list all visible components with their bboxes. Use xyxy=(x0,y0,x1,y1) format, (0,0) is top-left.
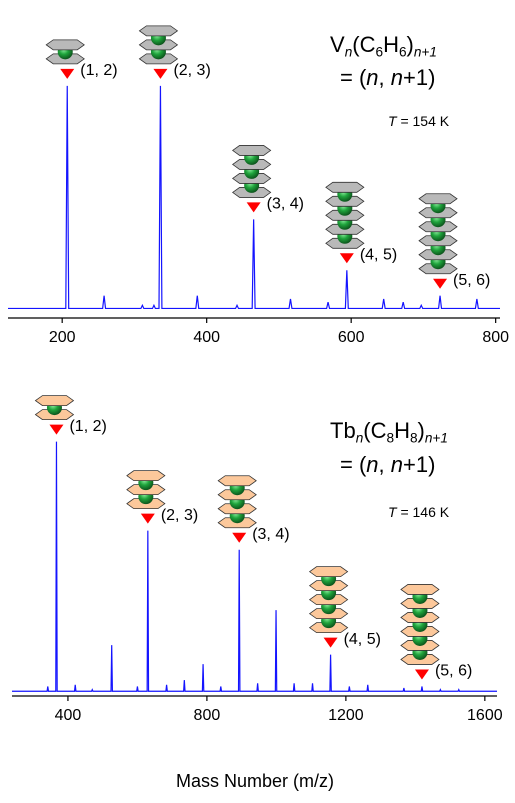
peak-marker xyxy=(60,68,75,79)
formula-part: H xyxy=(383,32,399,57)
x-tick-label: 200 xyxy=(49,329,76,346)
formula-part: n+1 xyxy=(414,44,437,59)
formula: = (n, n+1) xyxy=(340,65,435,90)
formula-part: 6 xyxy=(399,44,407,59)
formula-part: = ( xyxy=(340,65,367,90)
formula-part: n xyxy=(366,452,378,477)
cluster-icon xyxy=(45,39,85,65)
ligand-plate xyxy=(418,193,458,205)
formula: T = 154 K xyxy=(388,113,450,129)
cluster-icon xyxy=(231,145,272,198)
peak-marker xyxy=(153,68,168,79)
cluster-icon xyxy=(138,25,179,65)
formula-part: 8 xyxy=(410,430,418,445)
x-tick-label: 400 xyxy=(55,707,82,724)
formula-part: 6 xyxy=(375,44,383,59)
cluster-icon xyxy=(126,470,166,510)
x-tick-label: 600 xyxy=(338,329,365,346)
x-tick-label: 1200 xyxy=(328,707,364,724)
spectrum-line xyxy=(12,441,497,692)
peak-marker xyxy=(140,513,155,524)
peak-label: (5, 6) xyxy=(453,272,490,289)
formula-part: T xyxy=(388,113,398,129)
ligand-plate xyxy=(400,584,440,595)
peak-marker xyxy=(414,669,429,680)
formula-part: T xyxy=(388,504,398,520)
formula-part: Tb xyxy=(330,418,356,443)
formula: = (n, n+1) xyxy=(340,452,435,477)
formula-part: n xyxy=(356,430,364,445)
peak-label: (3, 4) xyxy=(252,526,289,543)
formula-part: n+1 xyxy=(425,430,448,445)
ligand-plate xyxy=(308,566,349,578)
ligand-plate xyxy=(217,475,257,487)
x-tick-label: 800 xyxy=(194,707,221,724)
peak-marker xyxy=(49,424,64,435)
formula: Vn(C6H6)n+1 xyxy=(330,32,437,59)
ligand-plate xyxy=(325,181,365,193)
cluster-icon xyxy=(325,181,365,249)
peak-marker xyxy=(433,278,448,289)
x-tick-label: 1600 xyxy=(467,707,503,724)
formula-part: = ( xyxy=(340,452,367,477)
formula-part: (C xyxy=(363,418,386,443)
formula: Tbn(C8H8)n+1 xyxy=(330,418,448,445)
formula-part: = 146 K xyxy=(397,504,450,520)
formula-part: ) xyxy=(418,418,425,443)
formula-part: V xyxy=(330,32,345,57)
peak-marker xyxy=(246,202,261,213)
ligand-plate xyxy=(45,39,85,51)
peak-marker xyxy=(323,637,338,648)
peak-label: (2, 3) xyxy=(161,507,198,524)
peak-label: (5, 6) xyxy=(435,663,472,680)
formula-part: n xyxy=(345,44,353,59)
cluster-icon xyxy=(217,475,257,529)
formula-part: +1) xyxy=(403,65,435,90)
peak-marker xyxy=(339,253,354,264)
formula-part: n xyxy=(391,452,403,477)
cluster-icon xyxy=(400,584,440,665)
x-tick-label: 800 xyxy=(482,329,509,346)
ligand-plate xyxy=(126,470,166,482)
peak-label: (1, 2) xyxy=(69,418,106,435)
formula-part: , xyxy=(379,452,391,477)
x-tick-label: 400 xyxy=(193,329,220,346)
formula-part: (C xyxy=(352,32,375,57)
formula-part: ) xyxy=(407,32,414,57)
formula-part: = 154 K xyxy=(397,113,450,129)
peak-marker xyxy=(232,532,247,543)
spectrum-line xyxy=(8,85,500,310)
formula-part: H xyxy=(394,418,410,443)
peak-label: (4, 5) xyxy=(344,631,381,648)
ligand-plate xyxy=(231,145,272,156)
ligand-plate xyxy=(138,25,179,37)
formula: T = 146 K xyxy=(388,504,450,520)
formula-part: n xyxy=(366,65,378,90)
formula-part: 8 xyxy=(386,430,394,445)
formula-part: +1) xyxy=(403,452,435,477)
cluster-icon xyxy=(418,193,458,275)
peak-label: (4, 5) xyxy=(360,247,397,264)
cluster-icon xyxy=(308,566,349,634)
ligand-plate xyxy=(34,395,75,407)
cluster-icon xyxy=(34,395,75,421)
x-axis-label: Mass Number (m/z) xyxy=(176,771,334,791)
peak-label: (1, 2) xyxy=(80,62,117,79)
formula-part: , xyxy=(379,65,391,90)
peak-label: (2, 3) xyxy=(173,62,210,79)
peak-label: (3, 4) xyxy=(267,196,304,213)
formula-part: n xyxy=(391,65,403,90)
